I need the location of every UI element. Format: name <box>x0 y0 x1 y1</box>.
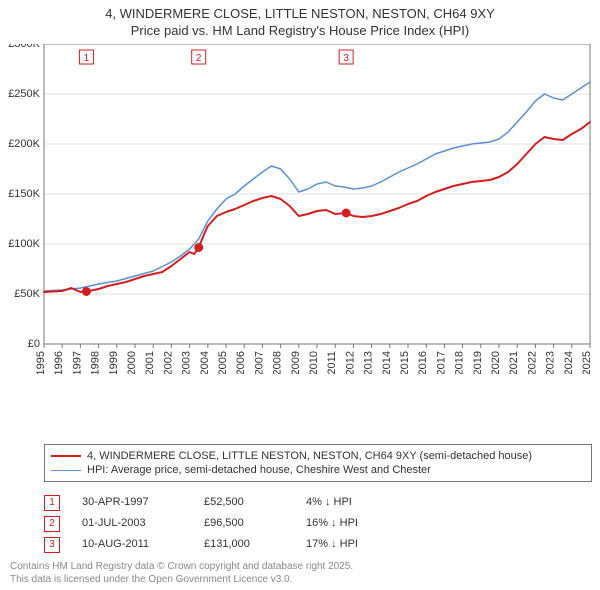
legend-swatch <box>51 470 81 471</box>
marker-price: £52,500 <box>204 492 284 513</box>
svg-text:1997: 1997 <box>71 351 83 374</box>
svg-text:2: 2 <box>196 53 202 64</box>
marker-date: 30-APR-1997 <box>82 492 182 513</box>
svg-text:£50K: £50K <box>14 288 40 300</box>
legend-item: HPI: Average price, semi-detached house,… <box>51 463 585 477</box>
svg-text:2012: 2012 <box>344 351 356 374</box>
svg-text:2017: 2017 <box>435 351 447 374</box>
attribution-footer: Contains HM Land Registry data © Crown c… <box>10 561 592 586</box>
marker-date: 01-JUL-2003 <box>82 513 182 534</box>
svg-text:2000: 2000 <box>126 351 138 374</box>
marker-price: £96,500 <box>204 513 284 534</box>
svg-text:2020: 2020 <box>490 351 502 374</box>
svg-text:2001: 2001 <box>144 351 156 374</box>
svg-text:2002: 2002 <box>162 351 174 374</box>
marker-delta: 17% ↓ HPI <box>306 534 396 555</box>
sale-markers-table: 1 30-APR-1997 £52,500 4% ↓ HPI 2 01-JUL-… <box>44 492 592 555</box>
svg-text:1995: 1995 <box>35 351 47 374</box>
svg-text:2014: 2014 <box>381 351 393 374</box>
chart-title-block: 4, WINDERMERE CLOSE, LITTLE NESTON, NEST… <box>8 6 592 40</box>
legend-item: 4, WINDERMERE CLOSE, LITTLE NESTON, NEST… <box>51 449 585 463</box>
svg-text:£0: £0 <box>28 338 40 350</box>
svg-text:1998: 1998 <box>90 351 102 374</box>
chart-title-line-1: 4, WINDERMERE CLOSE, LITTLE NESTON, NEST… <box>8 6 592 23</box>
svg-text:2015: 2015 <box>399 351 411 374</box>
marker-delta: 16% ↓ HPI <box>306 513 396 534</box>
svg-text:2013: 2013 <box>363 351 375 374</box>
table-row: 2 01-JUL-2003 £96,500 16% ↓ HPI <box>44 513 592 534</box>
svg-text:2010: 2010 <box>308 351 320 374</box>
svg-text:2016: 2016 <box>417 351 429 374</box>
svg-text:2022: 2022 <box>526 351 538 374</box>
svg-text:£300K: £300K <box>8 44 40 50</box>
svg-text:2018: 2018 <box>454 351 466 374</box>
footer-line-1: Contains HM Land Registry data © Crown c… <box>10 561 592 574</box>
svg-text:2019: 2019 <box>472 351 484 374</box>
svg-text:2006: 2006 <box>235 351 247 374</box>
svg-text:£200K: £200K <box>8 138 40 150</box>
svg-text:2004: 2004 <box>199 351 211 374</box>
svg-text:2024: 2024 <box>563 351 575 374</box>
svg-text:3: 3 <box>343 53 349 64</box>
svg-text:£150K: £150K <box>8 188 40 200</box>
chart-title-line-2: Price paid vs. HM Land Registry's House … <box>8 23 592 40</box>
legend-label: 4, WINDERMERE CLOSE, LITTLE NESTON, NEST… <box>87 449 532 463</box>
marker-date: 10-AUG-2011 <box>82 534 182 555</box>
marker-delta: 4% ↓ HPI <box>306 492 396 513</box>
svg-text:2011: 2011 <box>326 351 338 374</box>
svg-text:2009: 2009 <box>290 351 302 374</box>
svg-text:1999: 1999 <box>108 351 120 374</box>
table-row: 1 30-APR-1997 £52,500 4% ↓ HPI <box>44 492 592 513</box>
svg-text:2021: 2021 <box>508 351 520 374</box>
footer-line-2: This data is licensed under the Open Gov… <box>10 574 592 587</box>
svg-text:2005: 2005 <box>217 351 229 374</box>
page: 4, WINDERMERE CLOSE, LITTLE NESTON, NEST… <box>0 0 600 590</box>
svg-text:2025: 2025 <box>581 351 592 374</box>
svg-text:£100K: £100K <box>8 238 40 250</box>
svg-text:2007: 2007 <box>253 351 265 374</box>
svg-text:1996: 1996 <box>53 351 65 374</box>
chart-area: £0 £50K £100K £150K £200K £250K £300K 1995 1996 1… <box>8 44 592 438</box>
svg-text:2003: 2003 <box>181 351 193 374</box>
marker-badge: 3 <box>44 537 60 553</box>
marker-badge: 2 <box>44 516 60 532</box>
chart-svg: £0 £50K £100K £150K £200K £250K £300K 1995 1996 1… <box>8 44 592 374</box>
svg-text:1: 1 <box>84 53 90 64</box>
legend-swatch <box>51 455 81 457</box>
svg-text:2008: 2008 <box>272 351 284 374</box>
marker-badge: 1 <box>44 495 60 511</box>
svg-text:£250K: £250K <box>8 88 40 100</box>
table-row: 3 10-AUG-2011 £131,000 17% ↓ HPI <box>44 534 592 555</box>
svg-text:2023: 2023 <box>545 351 557 374</box>
legend-label: HPI: Average price, semi-detached house,… <box>87 463 431 477</box>
legend: 4, WINDERMERE CLOSE, LITTLE NESTON, NEST… <box>44 444 592 483</box>
marker-price: £131,000 <box>204 534 284 555</box>
